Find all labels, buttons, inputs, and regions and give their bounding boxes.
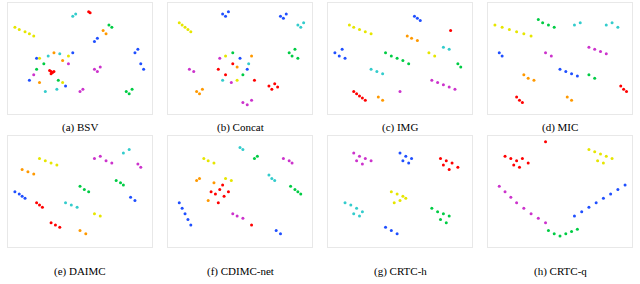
svg-text:(b) Concat: (b) Concat (217, 121, 264, 134)
svg-text:(f) CDIMC-net: (f) CDIMC-net (207, 265, 274, 278)
svg-text:(a) BSV: (a) BSV (62, 121, 98, 134)
svg-text:(e) DAIMC: (e) DAIMC (54, 265, 106, 278)
svg-text:(c) IMG: (c) IMG (382, 121, 418, 134)
svg-text:(d) MIC: (d) MIC (542, 121, 578, 134)
svg-text:(h) CRTC-q: (h) CRTC-q (534, 265, 587, 278)
svg-text:(g) CRTC-h: (g) CRTC-h (374, 265, 427, 278)
